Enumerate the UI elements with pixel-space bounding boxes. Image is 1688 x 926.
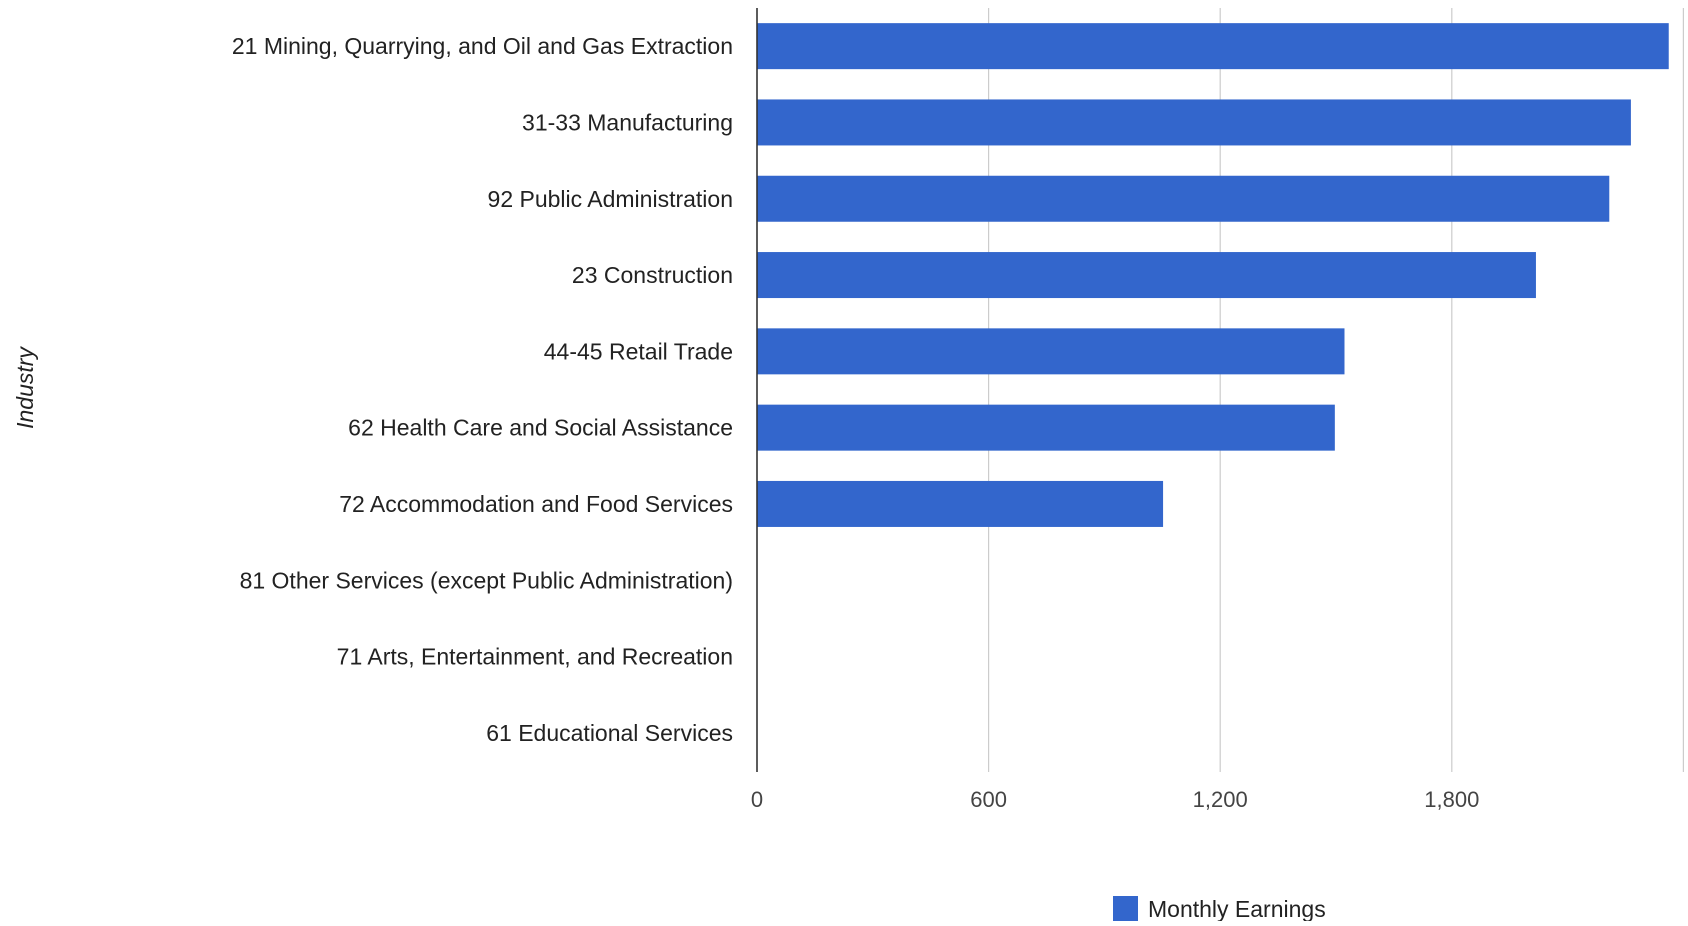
- x-tick-labels: 0 600 1,200 1,800: [751, 787, 1479, 812]
- x-tick-label-2: 1,200: [1193, 787, 1248, 812]
- category-label-8: 71 Arts, Entertainment, and Recreation: [337, 644, 733, 670]
- bar-6[interactable]: [757, 480, 1164, 527]
- category-label-3: 23 Construction: [572, 262, 733, 288]
- category-label-6: 72 Accommodation and Food Services: [339, 491, 733, 517]
- category-label-2: 92 Public Administration: [488, 186, 733, 212]
- bar-4[interactable]: [757, 328, 1345, 375]
- bars: [757, 23, 1669, 527]
- category-label-4: 44-45 Retail Trade: [544, 338, 733, 364]
- bar-0[interactable]: [757, 23, 1669, 70]
- category-label-1: 31-33 Manufacturing: [522, 109, 733, 135]
- bar-1[interactable]: [757, 99, 1631, 146]
- bar-3[interactable]: [757, 252, 1536, 299]
- legend-swatch: [1113, 896, 1138, 921]
- x-tick-label-3: 1,800: [1424, 787, 1479, 812]
- category-labels: 21 Mining, Quarrying, and Oil and Gas Ex…: [232, 33, 733, 746]
- category-label-7: 81 Other Services (except Public Adminis…: [240, 567, 733, 593]
- legend-label: Monthly Earnings: [1148, 896, 1326, 921]
- y-axis-title: Industry: [12, 346, 38, 429]
- category-label-9: 61 Educational Services: [486, 720, 733, 746]
- x-tick-label-1: 600: [970, 787, 1007, 812]
- x-tick-label-0: 0: [751, 787, 763, 812]
- category-label-0: 21 Mining, Quarrying, and Oil and Gas Ex…: [232, 33, 733, 59]
- category-label-5: 62 Health Care and Social Assistance: [348, 415, 733, 441]
- legend[interactable]: Monthly Earnings: [1113, 896, 1326, 922]
- bar-5[interactable]: [757, 404, 1335, 451]
- bar-2[interactable]: [757, 175, 1610, 222]
